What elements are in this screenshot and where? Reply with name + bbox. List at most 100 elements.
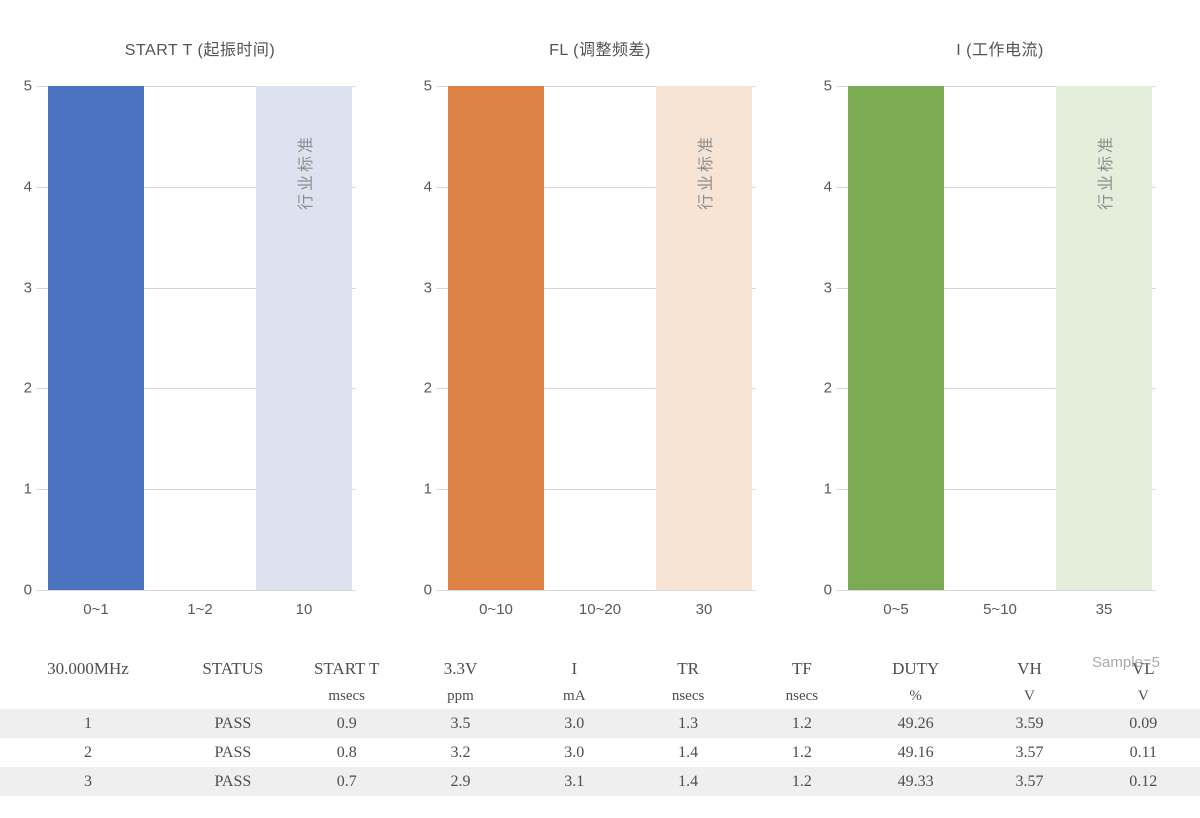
column-header: STATUS (202, 659, 264, 678)
y-axis-tick-label: 0 (23, 581, 32, 599)
chart-2: FL (调整频差) 5 4 3 2 1 0 0~10 10~20 行业标准 30 (400, 0, 800, 632)
column-header: 30.000MHz (47, 659, 129, 678)
y-axis-tick-label: 1 (423, 480, 432, 498)
gridline (36, 186, 356, 188)
x-axis-category-label: 1~2 (187, 601, 213, 618)
chart-3: I (工作电流) 5 4 3 2 1 0 0~5 5~10 行业标准 35 (800, 0, 1200, 632)
industry-standard-label-wrap: 行业标准 (1056, 92, 1152, 252)
x-axis-category-label: 10~20 (578, 601, 622, 618)
category-slot (948, 86, 1052, 590)
table-row: 1 PASS 0.9 3.5 3.0 1.3 1.2 49.26 3.59 0.09 (0, 709, 1200, 738)
industry-standard-label: 行业标准 (297, 133, 315, 211)
table-cell: 0.7 (336, 772, 357, 790)
y-axis-tick-label: 3 (823, 279, 832, 297)
y-axis-tick-label: 1 (23, 480, 32, 498)
table-cell: 0.11 (1129, 743, 1157, 761)
gridline (836, 287, 1156, 289)
column-unit: V (1024, 688, 1035, 704)
chart-title: FL (调整频差) (549, 42, 651, 59)
bar-35: 行业标准 (1056, 86, 1152, 590)
table-cell: PASS (214, 714, 252, 732)
table-cell: 3.1 (564, 772, 585, 790)
table-cell: 3.0 (564, 743, 585, 761)
table-cell: 1 (84, 714, 92, 732)
plot-area: 5 4 3 2 1 0 0~1 1~2 行业标准 10 (24, 79, 356, 618)
y-axis-tick-label: 5 (423, 77, 432, 95)
bar-10: 行业标准 (256, 86, 352, 590)
category-slot (148, 86, 252, 590)
column-unit: msecs (328, 688, 366, 704)
category-slot: 行业标准 (652, 86, 756, 590)
column-unit: nsecs (671, 688, 705, 704)
table-cell: 0.9 (336, 714, 357, 732)
y-axis-tick-label: 4 (23, 178, 32, 196)
table-cell: 1.2 (791, 772, 812, 790)
category-slot (844, 86, 948, 590)
plot-area: 5 4 3 2 1 0 0~10 10~20 行业标准 30 (424, 79, 756, 618)
column-unit: % (909, 688, 922, 704)
sample-count-note: Sample=5 (1092, 654, 1160, 671)
table-row: 3 PASS 0.7 2.9 3.1 1.4 1.2 49.33 3.57 0.12 (0, 767, 1200, 796)
column-header: VH (1017, 659, 1042, 678)
table-cell: 3.0 (564, 714, 585, 732)
column-header: DUTY (892, 659, 940, 678)
category-slot: 行业标准 (1052, 86, 1156, 590)
gridline (836, 489, 1156, 491)
y-axis-tick-label: 0 (823, 581, 832, 599)
column-unit (0, 684, 176, 709)
results-table-section: Sample=5 30.000MHz STATUS START T 3.3V I TR TF… (0, 654, 1200, 796)
y-axis-tick-label: 1 (823, 480, 832, 498)
gridline (436, 590, 756, 591)
gridline (436, 86, 756, 87)
category-slot (548, 86, 652, 590)
category-slot: 行业标准 (252, 86, 356, 590)
x-axis-category-label: 0~1 (83, 601, 109, 618)
column-header: TR (677, 659, 699, 678)
x-axis-category-label: 0~5 (883, 601, 909, 618)
gridline (36, 287, 356, 289)
table-row: 2 PASS 0.8 3.2 3.0 1.4 1.2 49.16 3.57 0.11 (0, 738, 1200, 767)
gridline (36, 590, 356, 591)
gridline (436, 287, 756, 289)
chart-1: START T (起振时间) 5 4 3 2 1 0 0~1 1~2 行业标准 10 (0, 0, 400, 632)
chart-title: I (工作电流) (956, 42, 1044, 59)
y-axis-tick-label: 2 (423, 379, 432, 397)
table-cell: 3.5 (450, 714, 471, 732)
table-cell: 2.9 (450, 772, 471, 790)
table-cell: 1.4 (678, 743, 699, 761)
table-cell: 49.16 (897, 743, 934, 761)
x-axis-category-label: 10 (295, 601, 313, 618)
gridline (36, 86, 356, 87)
chart-title: START T (起振时间) (124, 42, 276, 59)
x-axis-category-label: 5~10 (983, 601, 1017, 618)
table-cell: 3.57 (1015, 743, 1044, 761)
table-header-row: 30.000MHz STATUS START T 3.3V I TR TF DUTY VH VL (0, 654, 1200, 684)
table-cell: 3.2 (450, 743, 471, 761)
table-cell: 3.59 (1015, 714, 1044, 732)
y-axis-tick-label: 4 (423, 178, 432, 196)
column-header: I (571, 659, 578, 678)
y-axis-tick-label: 5 (23, 77, 32, 95)
table-cell: 0.12 (1129, 772, 1158, 790)
table-cell: 1.3 (678, 714, 699, 732)
table-cell: PASS (214, 743, 252, 761)
gridline (36, 388, 356, 390)
bar-30: 行业标准 (656, 86, 752, 590)
table-cell: 49.33 (897, 772, 934, 790)
table-cell: 2 (84, 743, 92, 761)
y-axis-tick-label: 0 (423, 581, 432, 599)
column-unit: mA (563, 688, 586, 704)
column-header: 3.3V (443, 659, 478, 678)
x-axis-category-label: 0~10 (479, 601, 513, 618)
table-cell: 49.26 (897, 714, 934, 732)
table-cell: PASS (214, 772, 252, 790)
gridline (436, 186, 756, 188)
y-axis-tick-label: 5 (823, 77, 832, 95)
column-header: VL (1131, 659, 1155, 678)
y-axis-tick-label: 3 (423, 279, 432, 297)
bar-0~1 (48, 86, 144, 590)
y-axis-tick-label: 4 (823, 178, 832, 196)
table-cell: 1.2 (791, 714, 812, 732)
table-cell: 0.09 (1129, 714, 1158, 732)
column-unit: nsecs (785, 688, 819, 704)
